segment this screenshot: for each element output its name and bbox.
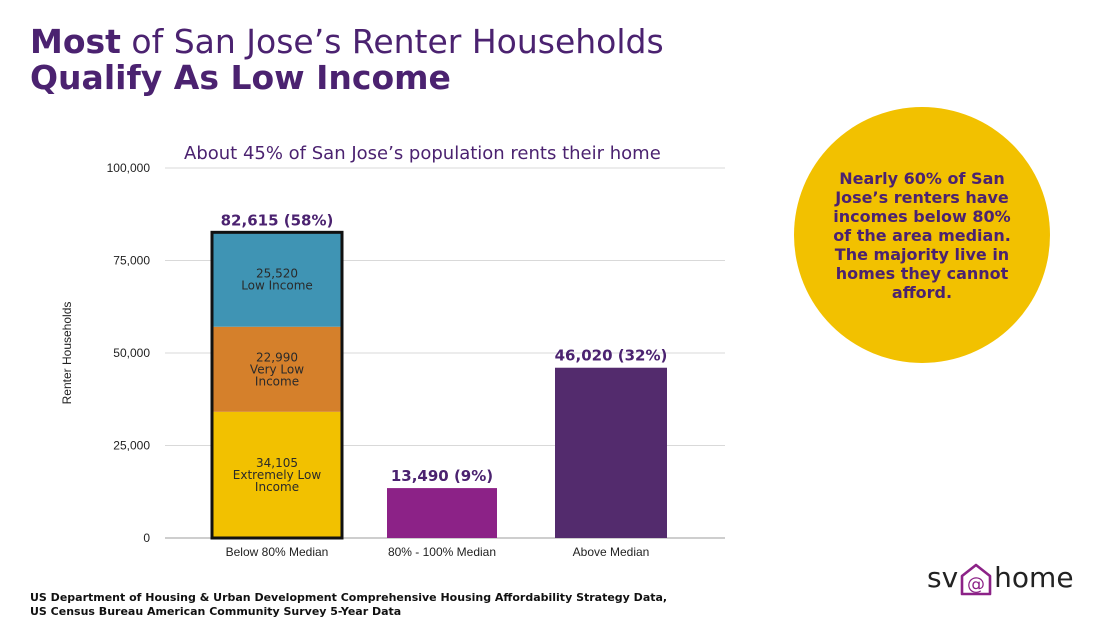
svhome-logo: sv @ home xyxy=(927,560,1074,596)
y-axis-title: Renter Households xyxy=(60,302,74,405)
title-bold-word: Most xyxy=(30,22,121,61)
segment-label: Low Income xyxy=(241,279,313,293)
segment-label: 34,105 xyxy=(256,456,298,470)
chart-subtitle: About 45% of San Jose’s population rents… xyxy=(184,143,661,164)
bar-segment xyxy=(555,367,667,538)
bar-total-label: 13,490 (9%) xyxy=(391,467,493,485)
y-tick-label: 25,000 xyxy=(113,439,150,453)
callout-text: Nearly 60% of San Jose’s renters have in… xyxy=(833,168,1011,302)
segment-label: Extremely Low xyxy=(233,468,322,482)
title-rest: of San Jose’s Renter Households xyxy=(120,22,664,61)
segment-label: 25,520 xyxy=(256,267,298,281)
segment-label: Very Low xyxy=(250,362,304,376)
source-line-2: US Census Bureau American Community Surv… xyxy=(30,605,402,618)
svg-text:@: @ xyxy=(967,574,985,595)
bar-total-label: 46,020 (32%) xyxy=(555,347,668,365)
house-at-icon: @ xyxy=(959,562,993,596)
logo-right-text: home xyxy=(994,560,1074,594)
segment-label: Income xyxy=(255,480,299,494)
y-tick-label: 0 xyxy=(143,531,150,545)
x-category-label: Above Median xyxy=(573,545,650,559)
callout-circle: Nearly 60% of San Jose’s renters have in… xyxy=(794,107,1050,363)
y-tick-label: 100,000 xyxy=(107,161,151,175)
segment-label: Income xyxy=(255,374,299,388)
x-category-label: 80% - 100% Median xyxy=(388,545,496,559)
segment-label: 22,990 xyxy=(256,350,298,364)
title-line-2: Qualify As Low Income xyxy=(30,58,451,97)
bar-segment xyxy=(387,488,497,538)
bar-segment xyxy=(212,232,342,327)
bar-segment xyxy=(212,411,342,538)
x-category-label: Below 80% Median xyxy=(226,545,329,559)
source-line-1: US Department of Housing & Urban Develop… xyxy=(30,591,668,604)
bar-total-label: 82,615 (58%) xyxy=(221,211,334,229)
source-note: US Department of Housing & Urban Develop… xyxy=(30,591,667,619)
bar-outline xyxy=(210,230,344,540)
bar-segment xyxy=(212,326,342,412)
logo-left-text: sv xyxy=(927,560,959,594)
y-tick-label: 75,000 xyxy=(113,254,150,268)
bar-chart: 0 25,000 50,000 75,000 100,000 Renter Househo… xyxy=(60,161,725,559)
y-tick-label: 50,000 xyxy=(113,346,150,360)
page-title: Most of San Jose’s Renter Households Qua… xyxy=(30,24,664,96)
